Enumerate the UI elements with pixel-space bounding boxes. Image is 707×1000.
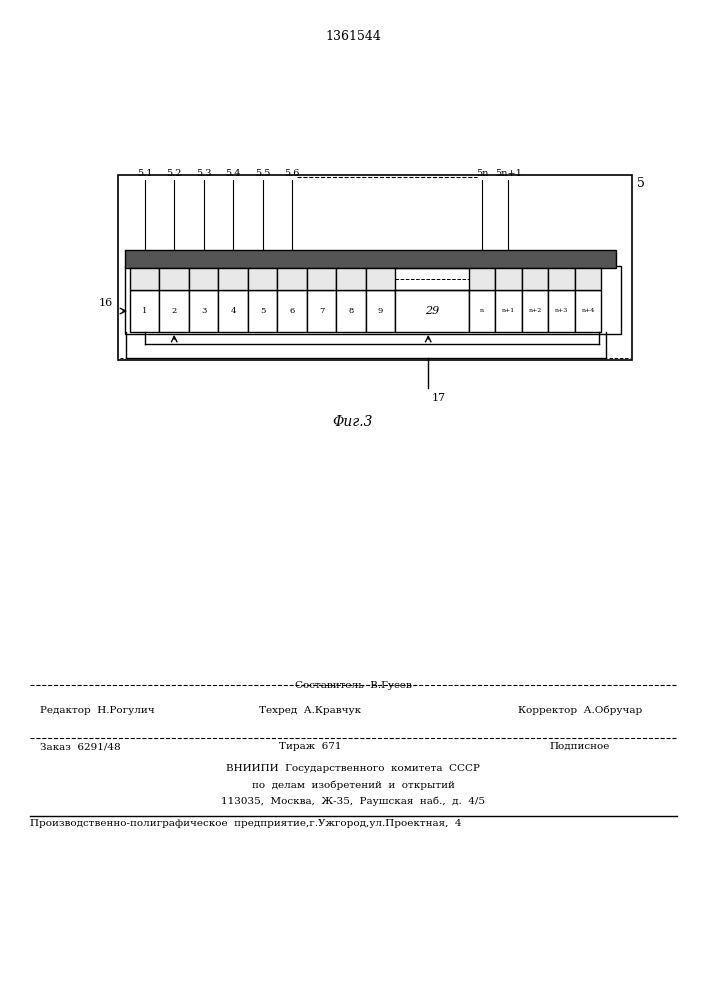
Text: Тираж  671: Тираж 671	[279, 742, 341, 751]
Bar	[522, 268, 548, 290]
Bar	[130, 290, 160, 332]
Text: 5.3: 5.3	[196, 169, 211, 178]
Bar	[160, 268, 189, 290]
Text: Техред  А.Кравчук: Техред А.Кравчук	[259, 706, 361, 715]
Bar	[160, 290, 189, 332]
Bar	[495, 290, 522, 332]
Text: ВНИИПИ  Государственного  комитета  СССР: ВНИИПИ Государственного комитета СССР	[226, 764, 480, 773]
Text: 5: 5	[637, 177, 645, 190]
Text: 113035,  Москва,  Ж-35,  Раушская  наб.,  д.  4/5: 113035, Москва, Ж-35, Раушская наб., д. …	[221, 796, 485, 806]
Bar	[548, 290, 575, 332]
Bar	[366, 268, 395, 290]
Text: 5.5: 5.5	[255, 169, 270, 178]
Text: 4: 4	[230, 307, 236, 315]
Bar	[522, 290, 548, 332]
Bar	[248, 290, 277, 332]
Bar	[307, 268, 337, 290]
Text: 3: 3	[201, 307, 206, 315]
Text: Φиг.3: Φиг.3	[333, 415, 373, 429]
Bar	[337, 268, 366, 290]
Text: Составитель  В.Гусев: Составитель В.Гусев	[295, 681, 411, 690]
Bar	[548, 268, 575, 290]
Text: 2: 2	[172, 307, 177, 315]
Text: Производственно-полиграфическое  предприятие,г.Ужгород,ул.Проектная,  4: Производственно-полиграфическое предприя…	[30, 819, 462, 828]
Text: Корректор  А.Обручар: Корректор А.Обручар	[518, 706, 642, 715]
Bar	[248, 268, 277, 290]
Bar	[469, 290, 495, 332]
Text: 5.6: 5.6	[284, 169, 300, 178]
Bar	[395, 290, 469, 332]
Text: n: n	[480, 308, 484, 314]
Bar	[575, 290, 601, 332]
Text: n+3: n+3	[555, 308, 568, 314]
Text: Заказ  6291/48: Заказ 6291/48	[40, 742, 121, 751]
Bar	[189, 290, 218, 332]
Bar	[469, 268, 495, 290]
Text: 9: 9	[378, 307, 383, 315]
Text: 1: 1	[142, 307, 148, 315]
Text: 29: 29	[425, 306, 439, 316]
Text: 6: 6	[289, 307, 295, 315]
Text: 8: 8	[349, 307, 354, 315]
Text: n+4: n+4	[581, 308, 595, 314]
Text: 17: 17	[431, 393, 445, 403]
Bar	[277, 268, 307, 290]
Bar	[495, 268, 522, 290]
Bar	[575, 268, 601, 290]
Text: 5n+1: 5n+1	[495, 169, 522, 178]
Bar	[125, 250, 616, 268]
Text: 5: 5	[260, 307, 265, 315]
Text: Подписное: Подписное	[550, 742, 610, 751]
Bar	[218, 268, 248, 290]
Text: 5.1: 5.1	[137, 169, 153, 178]
Text: 5.2: 5.2	[166, 169, 182, 178]
Text: 16: 16	[99, 298, 113, 308]
Text: Редактор  Н.Рогулич: Редактор Н.Рогулич	[40, 706, 155, 715]
Text: 5.4: 5.4	[226, 169, 241, 178]
Bar	[307, 290, 337, 332]
Bar	[277, 290, 307, 332]
Bar	[118, 175, 632, 360]
Text: по  делам  изобретений  и  открытий: по делам изобретений и открытий	[252, 780, 455, 790]
Bar	[337, 290, 366, 332]
Bar	[218, 290, 248, 332]
Text: 5n: 5n	[476, 169, 488, 178]
Text: n+1: n+1	[502, 308, 515, 314]
Bar	[366, 290, 395, 332]
Bar	[130, 268, 160, 290]
Bar	[189, 268, 218, 290]
Text: n+2: n+2	[528, 308, 542, 314]
Text: 7: 7	[319, 307, 324, 315]
Bar	[125, 266, 621, 334]
Text: 1361544: 1361544	[325, 30, 381, 43]
